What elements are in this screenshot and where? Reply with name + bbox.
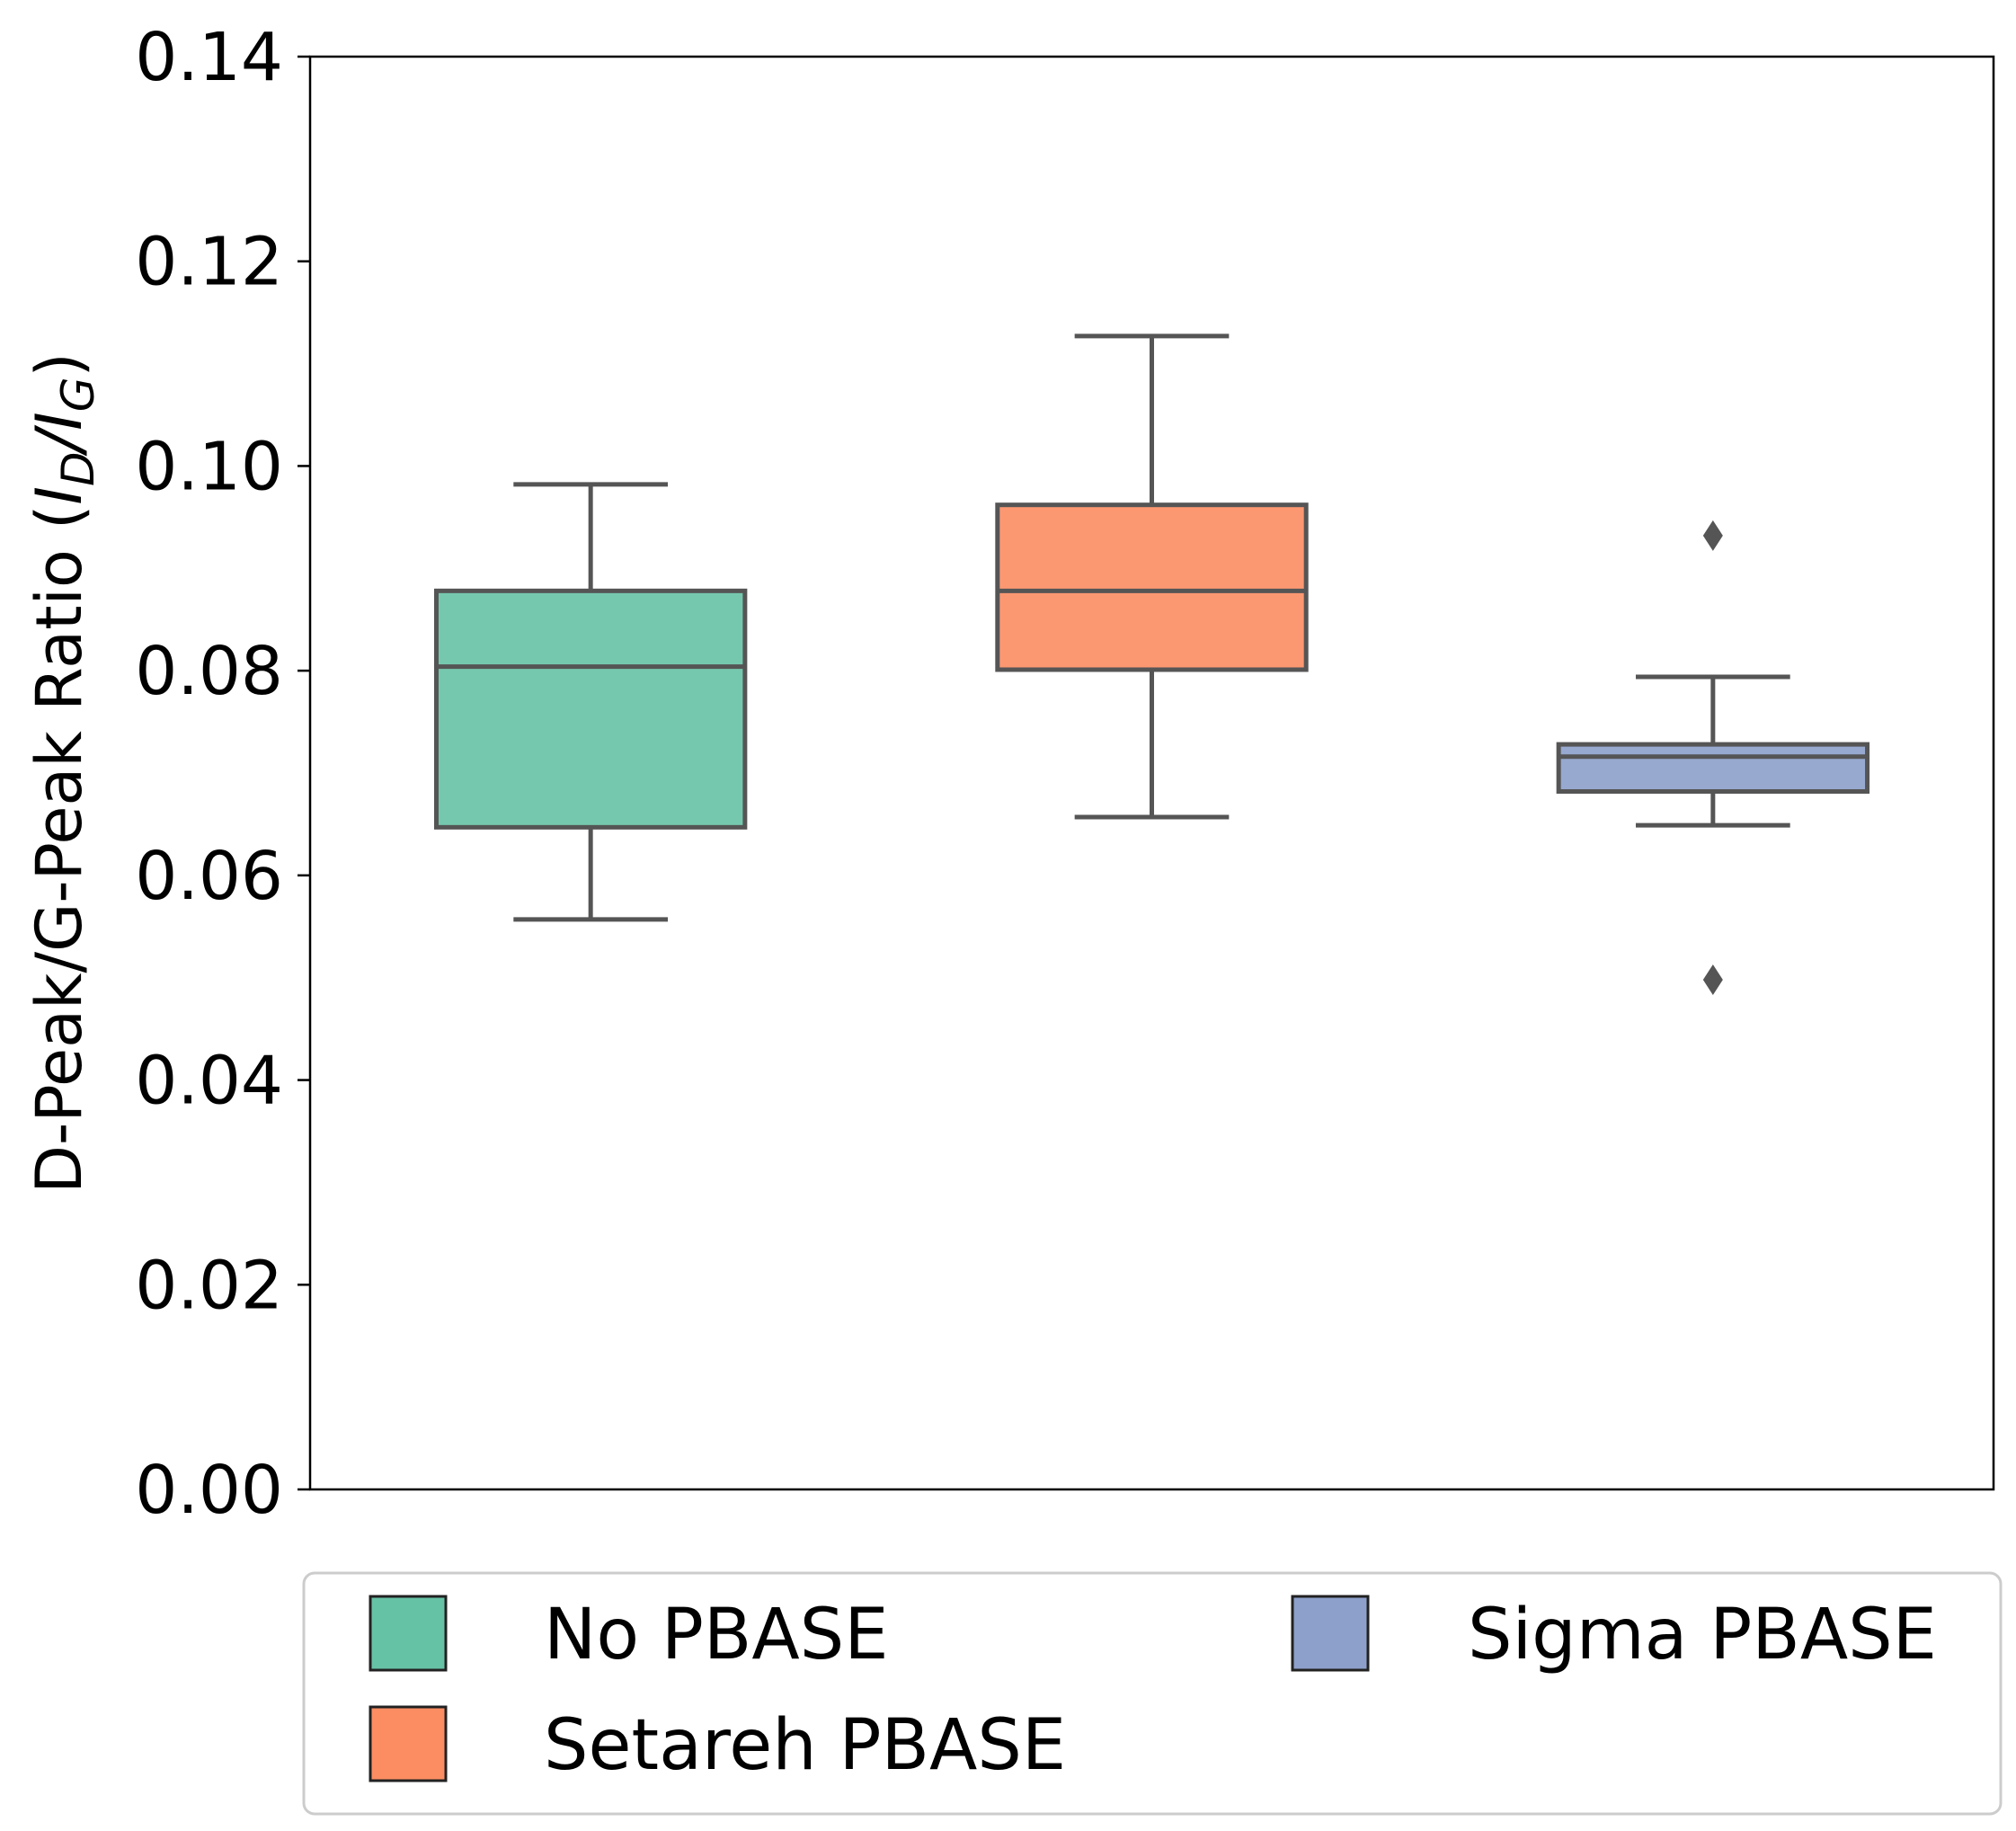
legend-item-no-pbase: No PBASE <box>369 1595 889 1675</box>
box-setareh-pbase <box>995 333 1309 820</box>
y-axis-label-i1: I <box>22 486 96 505</box>
outlier-point <box>1702 964 1723 995</box>
y-axis-ticks: 0.00 0.02 0.04 0.06 0.08 0.10 0.12 0.14 <box>135 19 310 1529</box>
y-axis-label-main: D-Peak/G-Peak Ratio ( <box>22 505 96 1194</box>
y-axis-label: D-Peak/G-Peak Ratio (ID/IG) <box>22 352 104 1194</box>
legend-swatch <box>369 1595 448 1672</box>
y-tick-label: 0.06 <box>135 838 283 915</box>
iqr-box <box>1556 742 1870 794</box>
legend-items: No PBASE Setareh PBASE Sigma PBASE <box>369 1595 1937 1786</box>
legend-label: No PBASE <box>544 1595 889 1675</box>
iqr-box <box>433 588 748 830</box>
box-sigma-pbase <box>1556 520 1870 995</box>
y-tick-label: 0.00 <box>135 1452 283 1529</box>
y-tick-label: 0.12 <box>135 224 283 301</box>
legend-label: Sigma PBASE <box>1468 1595 1937 1675</box>
legend-item-setareh-pbase: Setareh PBASE <box>369 1705 1066 1786</box>
legend-swatch <box>1291 1595 1370 1672</box>
y-tick-label: 0.14 <box>135 19 283 96</box>
y-axis-label-sub2: G <box>52 377 104 412</box>
iqr-box <box>995 502 1309 672</box>
plot-area-frame <box>308 55 1995 1491</box>
outlier-point <box>1702 520 1723 551</box>
legend-item-sigma-pbase: Sigma PBASE <box>1291 1595 1937 1675</box>
plot-boxes <box>433 333 1870 995</box>
legend-swatch <box>369 1705 448 1782</box>
legend-frame <box>302 1571 2003 1816</box>
box-no-pbase <box>433 482 748 922</box>
y-axis-label-close: ) <box>22 352 96 377</box>
y-tick-label: 0.02 <box>135 1247 283 1324</box>
legend-label: Setareh PBASE <box>544 1705 1066 1786</box>
y-axis-label-i2: I <box>22 412 96 431</box>
y-axis-label-sub1: D <box>52 451 104 486</box>
legend: No PBASE Setareh PBASE Sigma PBASE <box>302 1571 2003 1816</box>
y-tick-label: 0.10 <box>135 428 283 505</box>
y-tick-label: 0.04 <box>135 1043 283 1120</box>
y-tick-label: 0.08 <box>135 633 283 710</box>
